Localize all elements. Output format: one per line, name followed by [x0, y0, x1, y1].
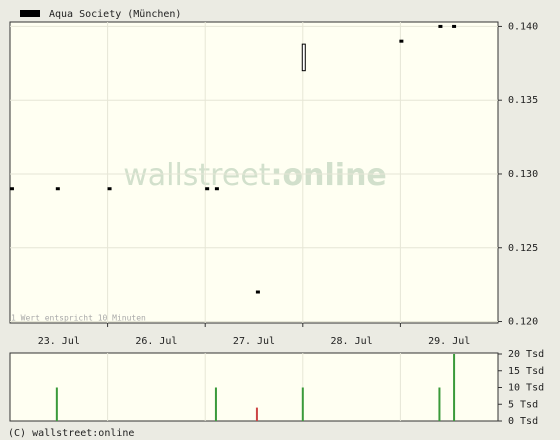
- watermark-part: wallstreet: [123, 158, 271, 193]
- price-mark: [438, 24, 443, 28]
- price-mark: [452, 24, 457, 28]
- watermark: wallstreet:online: [123, 158, 387, 193]
- y-tick-label: 0.135: [508, 95, 538, 106]
- legend-swatch: [20, 10, 40, 17]
- x-tick-label: 29. Jul: [428, 336, 470, 347]
- x-tick-label: 28. Jul: [331, 336, 373, 347]
- note: 1 Wert entspricht 10 Minuten: [11, 314, 146, 323]
- plot-area: [9, 21, 499, 324]
- y-tick-label: 0.140: [508, 21, 538, 32]
- volume-tick-label: 0 Tsd: [508, 416, 538, 427]
- y-tick-label: 0.125: [508, 243, 538, 254]
- y-tick-label: 0.120: [508, 317, 538, 328]
- price-mark: [255, 290, 260, 294]
- volume-bar: [55, 387, 58, 421]
- volume-bar: [438, 387, 441, 421]
- x-tick-label: 23. Jul: [38, 336, 80, 347]
- volume-bar: [453, 354, 456, 421]
- price-mark: [55, 187, 60, 191]
- volume-tick-label: 10 Tsd: [508, 383, 544, 394]
- volume-tick-label: 5 Tsd: [508, 399, 538, 410]
- watermark-part: :online: [271, 158, 387, 193]
- volume-bar: [301, 387, 304, 421]
- volume-bar: [255, 407, 258, 421]
- price-mark: [9, 187, 14, 191]
- x-tick-label: 27. Jul: [233, 336, 275, 347]
- price-mark: [205, 187, 210, 191]
- footer: (C) wallstreet:online: [8, 428, 134, 439]
- x-tick-label: 26. Jul: [135, 336, 177, 347]
- volume-tick-label: 20 Tsd: [508, 349, 544, 360]
- price-mark: [107, 187, 112, 191]
- volume-area: [9, 352, 499, 422]
- price-mark: [399, 39, 404, 43]
- price-mark: [214, 187, 219, 191]
- volume-bar: [214, 387, 217, 421]
- y-tick-label: 0.130: [508, 169, 538, 180]
- volume-tick-label: 15 Tsd: [508, 366, 544, 377]
- candle: [301, 43, 306, 72]
- legend-label: Aqua Society (München): [49, 9, 181, 20]
